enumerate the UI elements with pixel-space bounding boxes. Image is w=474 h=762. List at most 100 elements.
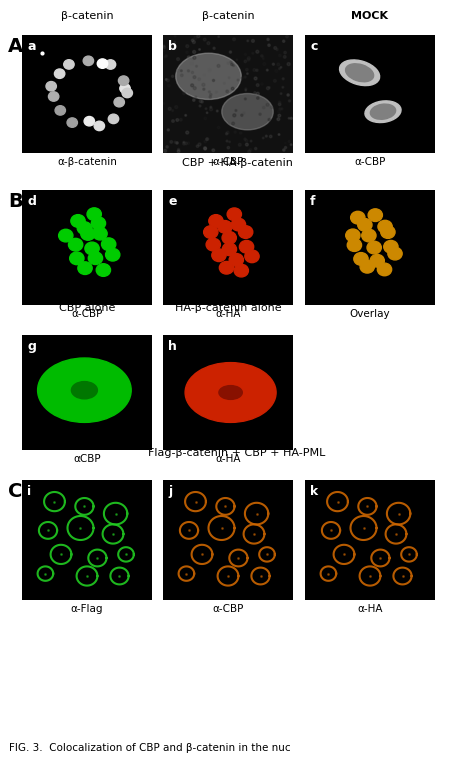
Point: [194, 30, 202, 42]
Point: [251, 64, 258, 76]
Ellipse shape: [185, 363, 276, 422]
Text: α-CBP: α-CBP: [71, 309, 103, 319]
Circle shape: [70, 252, 84, 264]
Circle shape: [367, 242, 381, 254]
Point: [200, 83, 208, 95]
Point: [234, 74, 242, 86]
Point: [249, 35, 257, 47]
Text: C: C: [8, 482, 22, 501]
Point: [215, 30, 222, 43]
Point: [275, 105, 283, 117]
Circle shape: [222, 243, 237, 255]
Point: [184, 137, 192, 149]
Point: [265, 114, 273, 126]
Ellipse shape: [219, 386, 242, 399]
Point: [273, 43, 281, 56]
Point: [201, 34, 209, 46]
Point: [201, 142, 209, 154]
Circle shape: [81, 228, 95, 240]
Circle shape: [239, 241, 254, 253]
Circle shape: [122, 88, 132, 98]
Point: [160, 41, 168, 53]
Point: [240, 107, 248, 119]
Ellipse shape: [176, 53, 241, 99]
Point: [173, 101, 180, 114]
Point: [282, 137, 289, 149]
Text: k: k: [310, 485, 319, 498]
Point: [267, 130, 274, 142]
Circle shape: [368, 209, 383, 222]
Text: e: e: [168, 194, 177, 207]
Point: [203, 133, 211, 145]
Point: [207, 103, 215, 115]
Point: [160, 45, 167, 57]
Point: [242, 93, 249, 105]
Text: α-HA: α-HA: [357, 604, 383, 614]
Point: [227, 56, 235, 69]
Point: [189, 66, 196, 78]
Circle shape: [120, 84, 130, 93]
Point: [172, 136, 179, 149]
Point: [191, 46, 198, 58]
Point: [177, 114, 185, 126]
Circle shape: [105, 59, 116, 69]
Point: [288, 112, 295, 124]
Point: [281, 51, 289, 63]
Text: FIG. 3.  Colocalization of CBP and β-catenin in the nuc: FIG. 3. Colocalization of CBP and β-cate…: [9, 743, 291, 753]
Point: [185, 65, 192, 77]
Point: [283, 30, 291, 43]
Point: [246, 144, 254, 156]
Point: [185, 51, 192, 63]
Point: [167, 136, 175, 148]
Point: [254, 46, 261, 58]
Point: [197, 95, 204, 107]
Point: [164, 123, 172, 136]
Text: α-HA: α-HA: [215, 454, 241, 464]
Circle shape: [48, 91, 59, 101]
Point: [263, 130, 270, 142]
Point: [253, 64, 261, 76]
Point: [213, 105, 221, 117]
Point: [227, 46, 234, 58]
Text: g: g: [27, 340, 36, 353]
Point: [178, 69, 186, 82]
Point: [242, 56, 249, 68]
Point: [180, 138, 188, 150]
Point: [242, 85, 249, 97]
Circle shape: [46, 82, 56, 91]
Point: [258, 78, 266, 90]
Point: [226, 117, 233, 130]
Point: [241, 71, 249, 83]
Point: [180, 88, 188, 100]
Point: [189, 53, 197, 66]
Point: [192, 91, 200, 103]
Point: [270, 58, 277, 70]
Point: [230, 109, 238, 121]
Point: [203, 107, 211, 119]
Text: CBP + HA-β-catenin: CBP + HA-β-catenin: [182, 158, 292, 168]
Point: [230, 59, 237, 72]
Point: [182, 137, 190, 149]
Circle shape: [218, 220, 232, 233]
Text: j: j: [168, 485, 173, 498]
Point: [207, 88, 215, 101]
Circle shape: [68, 239, 83, 251]
Circle shape: [78, 262, 92, 274]
Point: [190, 94, 198, 106]
Point: [282, 142, 289, 154]
Point: [260, 101, 267, 114]
Point: [245, 52, 253, 64]
Text: Flag-β-catenin + CBP + HA-PML: Flag-β-catenin + CBP + HA-PML: [148, 448, 326, 458]
Point: [277, 88, 285, 100]
Point: [207, 91, 214, 103]
Point: [205, 37, 212, 50]
Point: [206, 86, 213, 98]
Point: [264, 82, 272, 94]
Point: [244, 35, 252, 47]
Point: [275, 110, 283, 122]
Circle shape: [55, 106, 65, 115]
Point: [237, 127, 245, 139]
Circle shape: [88, 252, 102, 264]
Text: α-CBP: α-CBP: [212, 157, 244, 167]
Ellipse shape: [346, 64, 374, 82]
